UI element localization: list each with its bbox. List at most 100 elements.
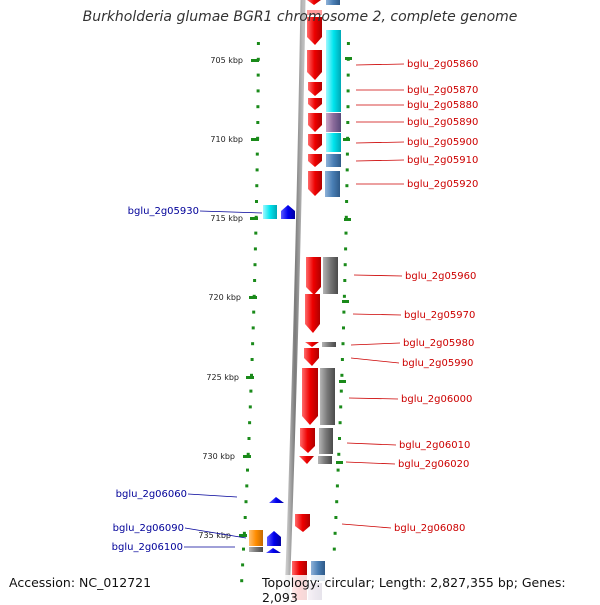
gene-arrow[interactable] [308, 134, 322, 151]
gene-label[interactable]: bglu_2g05990 [402, 358, 473, 369]
cog-block[interactable] [326, 154, 341, 167]
track-dot [256, 42, 260, 45]
gene-arrow[interactable] [307, 0, 321, 5]
gene-label[interactable]: bglu_2g05980 [403, 338, 474, 349]
gene-label[interactable]: bglu_2g05910 [407, 155, 478, 166]
cog-block[interactable] [325, 171, 340, 197]
gene-arrow[interactable] [308, 82, 322, 96]
track-dot [334, 516, 338, 519]
gene-label[interactable]: bglu_2g06000 [401, 394, 472, 405]
track-dot [346, 105, 350, 109]
scale-tick [243, 455, 251, 458]
gene-arrow[interactable] [300, 428, 315, 453]
map-title: Burkholderia glumae BGR1 chromosome 2, c… [82, 9, 518, 25]
gene-arrow[interactable] [308, 113, 322, 132]
track-dot [256, 121, 260, 124]
track-dot [253, 263, 257, 267]
track-dot [346, 121, 350, 124]
gene-arrow[interactable] [308, 154, 322, 167]
right-leaders [341, 63, 405, 529]
cog-block[interactable] [326, 0, 340, 5]
gene-arrow[interactable] [302, 368, 318, 425]
cog-block[interactable] [263, 205, 277, 219]
track-dot [246, 452, 250, 456]
gene-label[interactable]: bglu_2g05880 [407, 100, 478, 111]
track-dot [250, 358, 254, 361]
cog-block[interactable] [326, 30, 341, 112]
gene-arrow[interactable] [305, 294, 320, 333]
reverse-genes [249, 205, 295, 553]
gene-arrow[interactable] [307, 50, 322, 80]
inner-markers [336, 57, 352, 464]
cog-block[interactable] [320, 368, 335, 425]
track-dot [245, 484, 249, 488]
gene-arrow[interactable] [308, 171, 322, 196]
gene-label[interactable]: bglu_2g05920 [407, 179, 478, 190]
cog-block[interactable] [323, 257, 338, 294]
cog-block[interactable] [322, 342, 336, 347]
track-dot [342, 326, 345, 330]
gene-label[interactable]: bglu_2g06090 [113, 523, 184, 534]
gene-label[interactable]: bglu_2g05960 [405, 271, 476, 282]
gene-arrow[interactable] [269, 497, 284, 503]
gene-label[interactable]: bglu_2g06010 [399, 440, 470, 451]
cog-block[interactable] [326, 133, 341, 152]
track-dot [251, 342, 255, 346]
track-dot [345, 152, 349, 156]
gene-label[interactable]: bglu_2g06060 [116, 489, 187, 500]
left-gene-labels: bglu_2g05930 bglu_2g06060 bglu_2g06090 b… [112, 206, 199, 553]
track-dot [346, 89, 350, 93]
cog-block[interactable] [319, 428, 333, 454]
gene-label[interactable]: bglu_2g06100 [112, 542, 183, 553]
gene-label[interactable]: bglu_2g05890 [407, 117, 478, 128]
track-dot [336, 468, 340, 472]
cog-block[interactable] [318, 456, 332, 464]
track-dot [246, 468, 249, 472]
track-dot [345, 168, 349, 172]
scale-bar: 705 kbp 710 kbp 715 kbp 720 kbp 725 kbp … [198, 56, 259, 540]
scale-label: 725 kbp [206, 373, 239, 382]
track-dot [248, 405, 252, 409]
track-dot [250, 373, 253, 377]
track-dot [342, 294, 346, 298]
track-dot [338, 437, 341, 440]
track-dot [242, 531, 246, 535]
track-dot [249, 389, 253, 393]
gene-arrow[interactable] [304, 348, 319, 366]
gene-label[interactable]: bglu_2g05860 [407, 59, 478, 70]
track-dot [337, 452, 341, 456]
gene-arrow[interactable] [307, 17, 322, 45]
cog-block[interactable] [249, 547, 263, 552]
gene-label[interactable]: bglu_2g05870 [407, 85, 478, 96]
track-dot [343, 279, 347, 282]
gene-arrow[interactable] [308, 98, 322, 110]
track-dot [346, 42, 350, 45]
gene-label[interactable]: bglu_2g05900 [407, 137, 478, 148]
scale-label: 705 kbp [210, 56, 243, 65]
gene-arrow[interactable] [267, 531, 281, 546]
track-dot [345, 200, 349, 203]
track-dot [252, 310, 256, 314]
track-dot [256, 73, 260, 77]
gene-label[interactable]: bglu_2g05930 [128, 206, 199, 217]
gene-arrow[interactable] [305, 342, 319, 347]
scale-label: 720 kbp [208, 293, 241, 302]
cog-block[interactable] [249, 530, 263, 546]
gene-arrow[interactable] [306, 257, 321, 295]
gene-label[interactable]: bglu_2g06080 [394, 523, 465, 534]
scale-tick [249, 296, 257, 299]
gene-arrow[interactable] [307, 10, 322, 15]
track-dot [248, 421, 252, 425]
cog-block[interactable] [326, 113, 341, 132]
track-dot [241, 563, 245, 567]
gene-arrow[interactable] [281, 205, 295, 219]
gene-label[interactable]: bglu_2g05970 [404, 310, 475, 321]
gene-arrow[interactable] [299, 456, 314, 464]
track-dot [341, 342, 345, 346]
gene-arrow[interactable] [266, 548, 281, 553]
track-dot [343, 263, 347, 267]
gene-label[interactable]: bglu_2g06020 [398, 459, 469, 470]
gene-arrow[interactable] [295, 514, 310, 532]
track-dot [242, 547, 245, 551]
